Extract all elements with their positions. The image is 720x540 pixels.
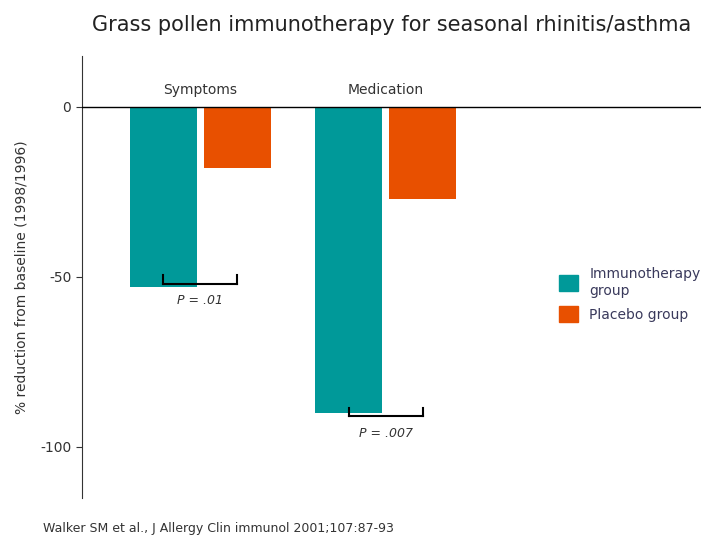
Title: Grass pollen immunotherapy for seasonal rhinitis/asthma: Grass pollen immunotherapy for seasonal …: [91, 15, 691, 35]
Text: P = .007: P = .007: [359, 427, 413, 440]
Text: Medication: Medication: [348, 83, 424, 97]
Bar: [315, 107, 382, 413]
Bar: [390, 107, 456, 199]
Text: Symptoms: Symptoms: [163, 83, 238, 97]
Bar: [204, 107, 271, 168]
Bar: [130, 107, 197, 287]
Text: P = .01: P = .01: [177, 294, 223, 307]
Text: Walker SM et al., J Allergy Clin immunol 2001;107:87-93: Walker SM et al., J Allergy Clin immunol…: [43, 522, 394, 535]
Y-axis label: % reduction from baseline (1998/1996): % reduction from baseline (1998/1996): [15, 140, 29, 414]
Legend: Immunotherapy
group, Placebo group: Immunotherapy group, Placebo group: [553, 262, 706, 328]
